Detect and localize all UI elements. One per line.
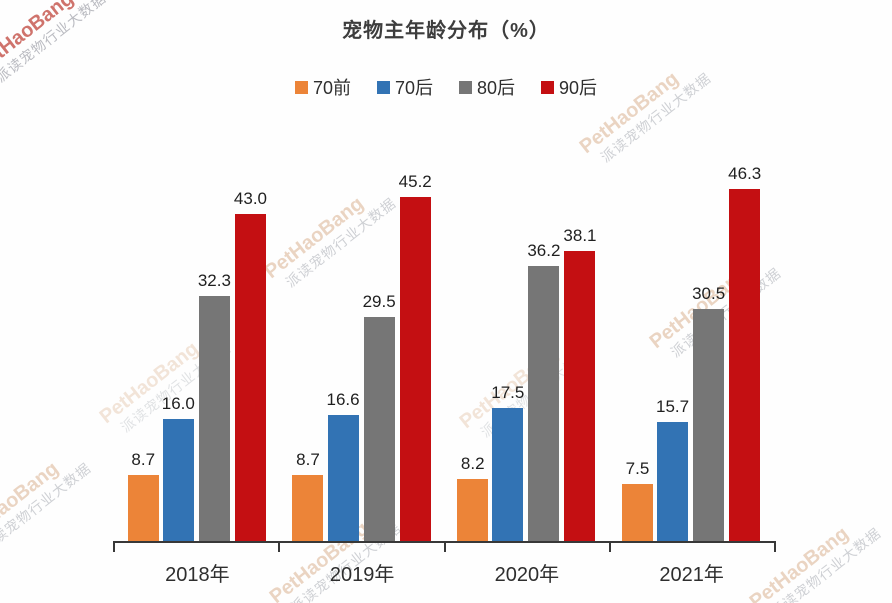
bar-rect [457, 478, 489, 541]
bar-value-label: 15.7 [655, 396, 690, 416]
bar-80后-2019年: 29.5 [363, 292, 396, 541]
x-axis-labels: 2018年 2019年 2020年 2021年 [115, 554, 774, 587]
legend-label: 70后 [394, 78, 433, 98]
legend-item-80后: 80后 [459, 74, 515, 100]
legend-item-90后: 90后 [541, 74, 597, 100]
x-axis-label-2020年: 2020年 [494, 564, 560, 586]
bar-value-label: 46.3 [728, 164, 762, 184]
legend-label: 90后 [559, 78, 598, 98]
bar-90后-2021年: 46.3 [728, 164, 761, 541]
bar-rect [327, 414, 359, 541]
bar-80后-2021年: 30.5 [692, 284, 725, 541]
bar-value-label: 16.6 [326, 389, 360, 409]
bar-value-label: 16.0 [161, 394, 195, 414]
bar-value-label: 29.5 [362, 291, 396, 311]
axis-tick [774, 541, 776, 552]
bar-rect [127, 474, 159, 541]
bar-value-label: 38.1 [563, 226, 597, 246]
bar-70后-2021年: 15.7 [656, 397, 689, 541]
x-axis-label-2018年: 2018年 [165, 564, 230, 586]
bar-rect [564, 251, 596, 541]
bar-rect [528, 265, 560, 541]
axis-tick [608, 541, 611, 552]
legend-swatch-icon [376, 80, 390, 94]
bar-70前-2019年: 8.7 [292, 449, 324, 541]
legend-swatch-icon [294, 80, 308, 94]
x-axis-label-2021年: 2021年 [659, 564, 724, 586]
bar-group-2020年: 8.2 17.5 36.2 38.1 [445, 140, 610, 541]
bar-rect [198, 295, 230, 541]
legend-swatch-icon [459, 80, 472, 94]
watermark-brand-text: PetHaoBang [0, 457, 63, 549]
bar-rect [621, 484, 653, 541]
chart-legend: 70前 70后 80后 90后 [0, 74, 892, 100]
legend-label: 70前 [312, 78, 351, 98]
bar-value-label: 7.5 [625, 459, 650, 478]
bar-group-2019年: 8.7 16.6 29.5 45.2 [280, 140, 445, 541]
bar-rect [492, 408, 524, 541]
bar-group-2021年: 7.5 15.7 30.5 46.3 [609, 140, 774, 541]
legend-item-70前: 70前 [294, 74, 351, 100]
bar-value-label: 30.5 [692, 284, 726, 304]
bar-70后-2018年: 16.0 [162, 394, 195, 541]
bar-70后-2020年: 17.5 [491, 383, 524, 541]
bar-group-2018年: 8.7 16.0 32.3 43.0 [115, 140, 280, 541]
chart-title: 宠物主年龄分布（%） [342, 20, 550, 42]
bar-value-label: 8.2 [460, 453, 485, 473]
bar-rect [693, 309, 725, 541]
bar-value-label: 32.3 [197, 270, 231, 290]
axis-tick [113, 541, 115, 552]
bar-70前-2020年: 8.2 [457, 453, 489, 541]
axis-tick [278, 541, 281, 552]
bar-value-label: 45.2 [398, 172, 432, 192]
bar-value-label: 8.7 [296, 449, 320, 469]
bar-90后-2019年: 45.2 [399, 172, 432, 541]
bar-rect [234, 214, 266, 541]
legend-swatch-icon [541, 80, 555, 94]
bar-80后-2020年: 36.2 [527, 241, 560, 541]
bar-90后-2020年: 38.1 [563, 226, 597, 541]
x-axis-ticks [113, 541, 776, 552]
watermark-caption-text: 派读宠物行业大数据 [767, 524, 884, 603]
bar-value-label: 43.0 [233, 189, 268, 209]
bar-rect [162, 419, 194, 541]
bar-rect [363, 316, 395, 541]
bar-rect [292, 474, 324, 541]
x-axis-label-2019年: 2019年 [329, 564, 395, 586]
bar-value-label: 8.7 [131, 449, 156, 469]
watermark-caption-text: 派读宠物行业大数据 [0, 459, 94, 556]
legend-item-70后: 70后 [376, 74, 433, 100]
bar-rect [399, 197, 431, 541]
bar-90后-2018年: 43.0 [234, 189, 267, 541]
bar-value-label: 17.5 [491, 383, 525, 402]
bar-rect [657, 421, 689, 541]
bar-70前-2021年: 7.5 [621, 459, 653, 541]
bar-value-label: 36.2 [527, 240, 561, 260]
bar-70前-2018年: 8.7 [127, 449, 159, 541]
legend-label: 80后 [477, 78, 516, 98]
bar-70后-2019年: 16.6 [326, 389, 360, 541]
bar-80后-2018年: 32.3 [198, 271, 231, 541]
bar-rect [729, 189, 761, 541]
plot-area: 8.7 16.0 32.3 43.0 8.7 16.6 29.5 45.2 8.2 17.5 36.… [115, 140, 774, 541]
axis-tick [443, 541, 446, 552]
